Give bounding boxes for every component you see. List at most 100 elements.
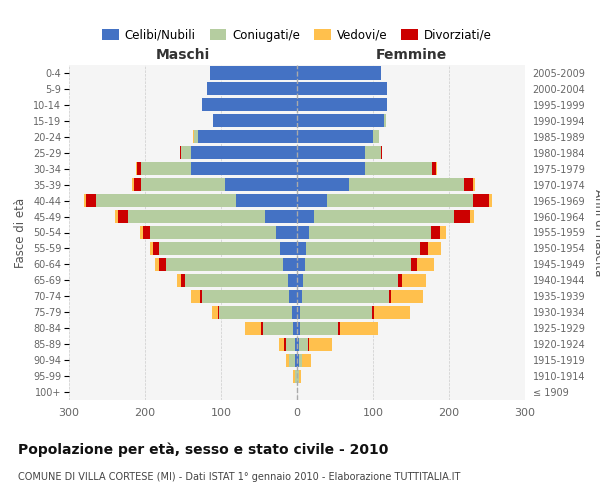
- Bar: [292, 306, 297, 319]
- Bar: [209, 66, 297, 80]
- Y-axis label: Fasce di età: Fasce di età: [14, 198, 28, 268]
- Bar: [214, 114, 297, 128]
- Bar: [464, 178, 473, 191]
- Bar: [303, 274, 398, 287]
- Bar: [432, 162, 436, 175]
- Bar: [218, 306, 220, 319]
- Bar: [299, 354, 302, 366]
- Bar: [283, 258, 297, 271]
- Bar: [155, 258, 160, 271]
- Bar: [297, 82, 386, 96]
- Bar: [374, 306, 410, 319]
- Bar: [473, 194, 488, 207]
- Bar: [286, 338, 295, 350]
- Bar: [191, 146, 297, 160]
- Bar: [158, 242, 280, 255]
- Bar: [160, 258, 166, 271]
- Bar: [306, 242, 420, 255]
- Bar: [208, 82, 297, 96]
- Bar: [263, 322, 293, 335]
- Bar: [295, 338, 297, 350]
- Bar: [299, 338, 308, 350]
- Bar: [181, 146, 191, 160]
- Bar: [417, 258, 434, 271]
- Bar: [297, 210, 314, 223]
- Bar: [297, 354, 299, 366]
- Bar: [380, 146, 382, 160]
- Bar: [293, 322, 297, 335]
- Bar: [473, 178, 475, 191]
- Bar: [308, 338, 309, 350]
- Bar: [185, 274, 288, 287]
- Y-axis label: Anni di nascita: Anni di nascita: [592, 189, 600, 276]
- Bar: [372, 306, 374, 319]
- Bar: [136, 162, 137, 175]
- Bar: [411, 258, 417, 271]
- Bar: [245, 322, 261, 335]
- Bar: [340, 322, 377, 335]
- Bar: [402, 274, 426, 287]
- Bar: [365, 162, 432, 175]
- Legend: Celibi/Nubili, Coniugati/e, Vedovi/e, Divorziati/e: Celibi/Nubili, Coniugati/e, Vedovi/e, Di…: [97, 24, 497, 46]
- Bar: [200, 290, 202, 303]
- Bar: [132, 178, 134, 191]
- Bar: [293, 370, 295, 382]
- Bar: [349, 178, 464, 191]
- Bar: [289, 354, 295, 366]
- Bar: [297, 114, 385, 128]
- Bar: [86, 194, 95, 207]
- Bar: [166, 258, 283, 271]
- Bar: [212, 114, 214, 128]
- Bar: [297, 242, 306, 255]
- Bar: [141, 178, 225, 191]
- Bar: [297, 322, 300, 335]
- Bar: [193, 130, 194, 143]
- Bar: [440, 226, 446, 239]
- Bar: [297, 162, 365, 175]
- Bar: [284, 338, 286, 350]
- Bar: [389, 290, 391, 303]
- Bar: [338, 322, 340, 335]
- Bar: [305, 258, 411, 271]
- Bar: [297, 258, 305, 271]
- Bar: [385, 114, 386, 128]
- Bar: [177, 274, 181, 287]
- Bar: [265, 210, 297, 223]
- Bar: [302, 354, 311, 366]
- Bar: [297, 290, 302, 303]
- Text: Maschi: Maschi: [156, 48, 210, 62]
- Text: Popolazione per età, sesso e stato civile - 2010: Popolazione per età, sesso e stato civil…: [18, 442, 388, 457]
- Bar: [95, 194, 236, 207]
- Bar: [289, 290, 297, 303]
- Bar: [236, 194, 297, 207]
- Bar: [302, 290, 389, 303]
- Bar: [436, 162, 437, 175]
- Bar: [470, 210, 474, 223]
- Bar: [143, 226, 151, 239]
- Bar: [140, 226, 143, 239]
- Bar: [149, 242, 152, 255]
- Bar: [420, 242, 428, 255]
- Bar: [202, 290, 289, 303]
- Bar: [84, 194, 86, 207]
- Bar: [151, 226, 276, 239]
- Bar: [212, 306, 218, 319]
- Bar: [128, 210, 265, 223]
- Bar: [297, 98, 386, 112]
- Bar: [454, 210, 470, 223]
- Text: COMUNE DI VILLA CORTESE (MI) - Dati ISTAT 1° gennaio 2010 - Elaborazione TUTTITA: COMUNE DI VILLA CORTESE (MI) - Dati ISTA…: [18, 472, 460, 482]
- Bar: [300, 306, 372, 319]
- Bar: [309, 338, 332, 350]
- Bar: [225, 178, 297, 191]
- Bar: [314, 210, 454, 223]
- Bar: [141, 162, 191, 175]
- Bar: [276, 226, 297, 239]
- Bar: [297, 130, 373, 143]
- Bar: [431, 226, 440, 239]
- Bar: [191, 162, 297, 175]
- Bar: [297, 274, 303, 287]
- Bar: [194, 130, 198, 143]
- Bar: [297, 306, 300, 319]
- Bar: [297, 338, 299, 350]
- Bar: [297, 146, 365, 160]
